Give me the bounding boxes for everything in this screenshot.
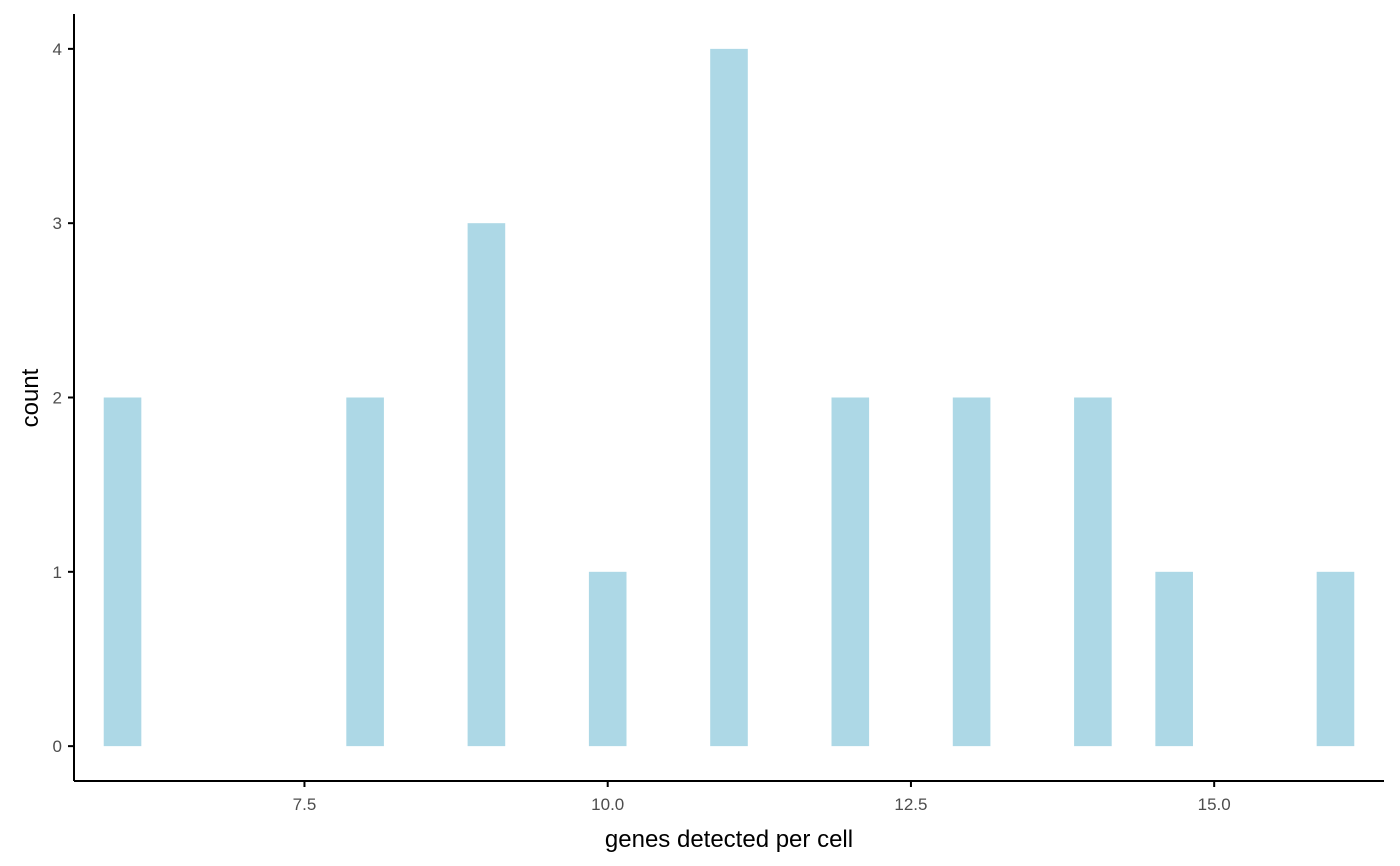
histogram-bar [1316,571,1355,747]
bars-group [103,48,1355,747]
histogram-bar [103,397,142,747]
histogram-bar [1074,397,1112,747]
histogram-bar [831,397,870,747]
y-tick-label: 0 [53,737,62,756]
histogram-bar [467,223,506,747]
x-axis: 7.5 10.0 12.5 15.0 [74,780,1384,814]
y-tick-label: 1 [53,563,62,582]
y-tick-label: 2 [53,389,62,408]
y-axis: 0 1 2 3 4 [53,14,75,781]
histogram-bar [1155,571,1193,747]
x-tick-label: 7.5 [293,795,317,814]
x-tick-label: 12.5 [894,795,927,814]
y-axis-title: count [17,368,44,427]
histogram-bar [710,48,748,747]
x-axis-title: genes detected per cell [605,826,853,853]
x-tick-label: 10.0 [591,795,624,814]
histogram-bar [346,397,384,747]
y-tick-label: 3 [53,214,62,233]
histogram-bar [588,571,627,747]
x-tick-label: 15.0 [1198,795,1231,814]
y-tick-label: 4 [53,40,62,59]
histogram-bar [952,397,991,747]
